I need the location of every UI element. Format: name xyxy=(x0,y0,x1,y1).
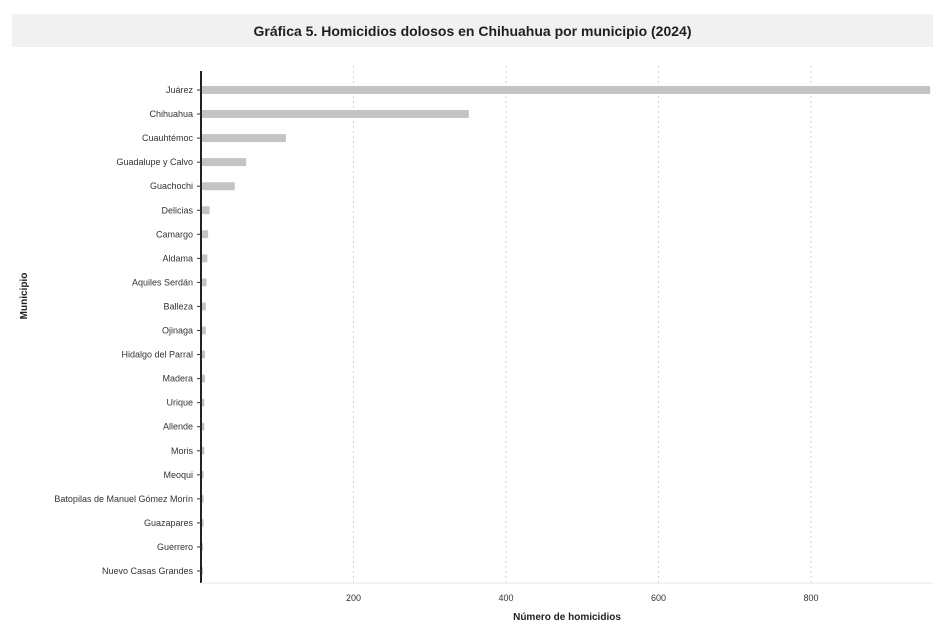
plot-panel xyxy=(12,47,933,617)
x-axis-title: Número de homicidios xyxy=(513,612,621,623)
bar xyxy=(202,518,204,527)
x-tick-label: 200 xyxy=(346,593,361,603)
bar xyxy=(202,567,203,575)
bar xyxy=(202,110,469,119)
y-category-label: Cuauhtémoc xyxy=(142,133,194,143)
x-tick-label: 400 xyxy=(498,593,513,603)
bar xyxy=(202,302,206,311)
bar xyxy=(202,470,204,479)
bar xyxy=(202,86,931,94)
x-tick-label: 600 xyxy=(651,593,666,603)
y-category-label: Allende xyxy=(163,422,193,432)
y-category-label: Camargo xyxy=(156,229,193,239)
bar xyxy=(202,422,205,431)
y-category-label: Hidalgo del Parral xyxy=(121,350,193,360)
bar xyxy=(202,254,208,263)
y-category-label: Guerrero xyxy=(157,542,193,552)
y-category-label: Moris xyxy=(171,446,193,456)
y-category-label: Aldama xyxy=(162,253,193,263)
bar xyxy=(202,230,209,239)
bar xyxy=(202,182,235,191)
y-category-label: Guadalupe y Calvo xyxy=(116,157,193,167)
y-category-label: Ojinaga xyxy=(162,326,193,336)
bar xyxy=(202,278,207,287)
y-category-label: Madera xyxy=(162,374,193,384)
bar xyxy=(202,446,205,455)
bars xyxy=(202,86,931,575)
bar xyxy=(202,326,206,335)
bar xyxy=(202,134,286,143)
y-axis-title: Municipio xyxy=(19,273,30,320)
bar xyxy=(202,398,205,407)
y-category-label: Aquiles Serdán xyxy=(132,277,193,287)
y-category-label: Batopilas de Manuel Gómez Morín xyxy=(54,494,193,504)
y-category-label: Juárez xyxy=(166,85,194,95)
bar xyxy=(202,374,206,383)
grid-lines xyxy=(353,66,812,583)
y-category-label: Delicias xyxy=(161,205,193,215)
y-category-label: Guazapares xyxy=(144,518,194,528)
y-category-label: Meoqui xyxy=(163,470,193,480)
y-category-label: Guachochi xyxy=(150,181,193,191)
tick-labels: 200 400 600 800 Juárez Chihuahua Cuauhtémoc Gua… xyxy=(54,85,818,603)
bar xyxy=(202,542,203,551)
axes xyxy=(200,71,933,584)
chart-title: Gráfica 5. Homicidios dolosos en Chihuah… xyxy=(253,23,692,39)
bar xyxy=(202,350,206,359)
chart-title-bar: Gráfica 5. Homicidios dolosos en Chihuah… xyxy=(12,14,933,47)
bar xyxy=(202,206,210,215)
y-category-label: Chihuahua xyxy=(149,109,193,119)
y-category-label: Balleza xyxy=(163,301,193,311)
y-category-label: Urique xyxy=(166,398,193,408)
y-category-label: Nuevo Casas Grandes xyxy=(102,566,194,576)
bar xyxy=(202,494,204,503)
bar xyxy=(202,158,247,167)
x-tick-label: 800 xyxy=(803,593,818,603)
